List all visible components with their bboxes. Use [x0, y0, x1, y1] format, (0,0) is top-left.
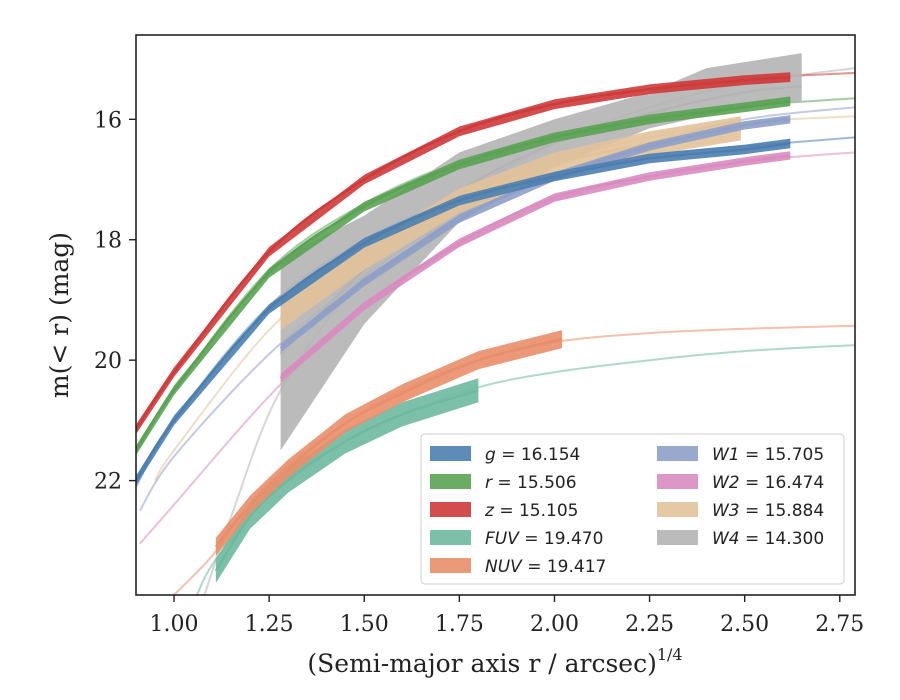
legend-swatch-z — [430, 502, 471, 517]
legend-label-z: z = 15.105 — [484, 501, 578, 521]
x-tick-label: 2.50 — [720, 612, 769, 637]
data-band-nuv — [215, 330, 563, 556]
legend-label-w3: W3 = 15.884 — [712, 501, 824, 521]
x-tick-label: 1.25 — [245, 612, 294, 637]
x-axis: 1.00 1.25 1.50 1.75 2.00 2.25 2.50 2.75 — [150, 595, 864, 637]
y-tick-label: 22 — [94, 470, 122, 495]
legend-label-nuv: NUV = 19.417 — [485, 557, 606, 577]
data-line-fuv — [214, 389, 479, 572]
legend-label-w1: W1 = 15.705 — [712, 445, 824, 465]
y-tick-label: 16 — [94, 108, 122, 133]
legend: g = 16.154 r = 15.506 z = 15.105 FUV = 19.4… — [420, 433, 845, 585]
legend-label-w4: W4 = 14.300 — [712, 529, 824, 549]
x-tick-label: 1.50 — [340, 612, 389, 637]
legend-label-r: r = 15.506 — [485, 473, 577, 493]
y-axis: 16 18 20 22 — [94, 108, 136, 495]
x-axis-label-superscript: 1/4 — [657, 645, 683, 664]
x-tick-label: 2.00 — [530, 612, 579, 637]
data-line-nuv — [214, 337, 563, 548]
legend-swatch-w3 — [657, 502, 698, 517]
legend-swatch-fuv — [430, 530, 471, 545]
data-line-z — [136, 75, 791, 431]
data-line-r — [136, 99, 791, 452]
x-tick-label: 2.25 — [625, 612, 674, 637]
legend-label-w2: W2 = 16.474 — [712, 473, 824, 493]
legend-swatch-w2 — [657, 474, 698, 489]
y-axis-label: m(< r) (mag) — [45, 232, 74, 398]
data-line-g — [136, 142, 791, 482]
plot-frame — [135, 34, 856, 596]
legend-swatch-w1 — [657, 446, 698, 461]
legend-swatch-g — [430, 446, 471, 461]
plot-area — [136, 53, 855, 595]
y-tick-label: 20 — [94, 349, 122, 374]
legend-swatch-nuv — [430, 558, 471, 573]
legend-box — [420, 433, 845, 585]
x-axis-label: (Semi-major axis r / arcsec)1/4 — [307, 645, 682, 678]
x-tick-label: 2.75 — [815, 612, 864, 637]
x-tick-label: 1.00 — [150, 612, 199, 637]
legend-label-g: g = 16.154 — [485, 445, 580, 465]
y-tick-label: 18 — [94, 229, 122, 254]
data-line-w4 — [279, 84, 802, 355]
data-line-w2 — [279, 154, 791, 380]
legend-swatch-w4 — [657, 530, 698, 545]
legend-label-fuv: FUV = 19.470 — [485, 529, 603, 549]
x-tick-label: 1.75 — [435, 612, 484, 637]
legend-swatch-r — [430, 474, 471, 489]
